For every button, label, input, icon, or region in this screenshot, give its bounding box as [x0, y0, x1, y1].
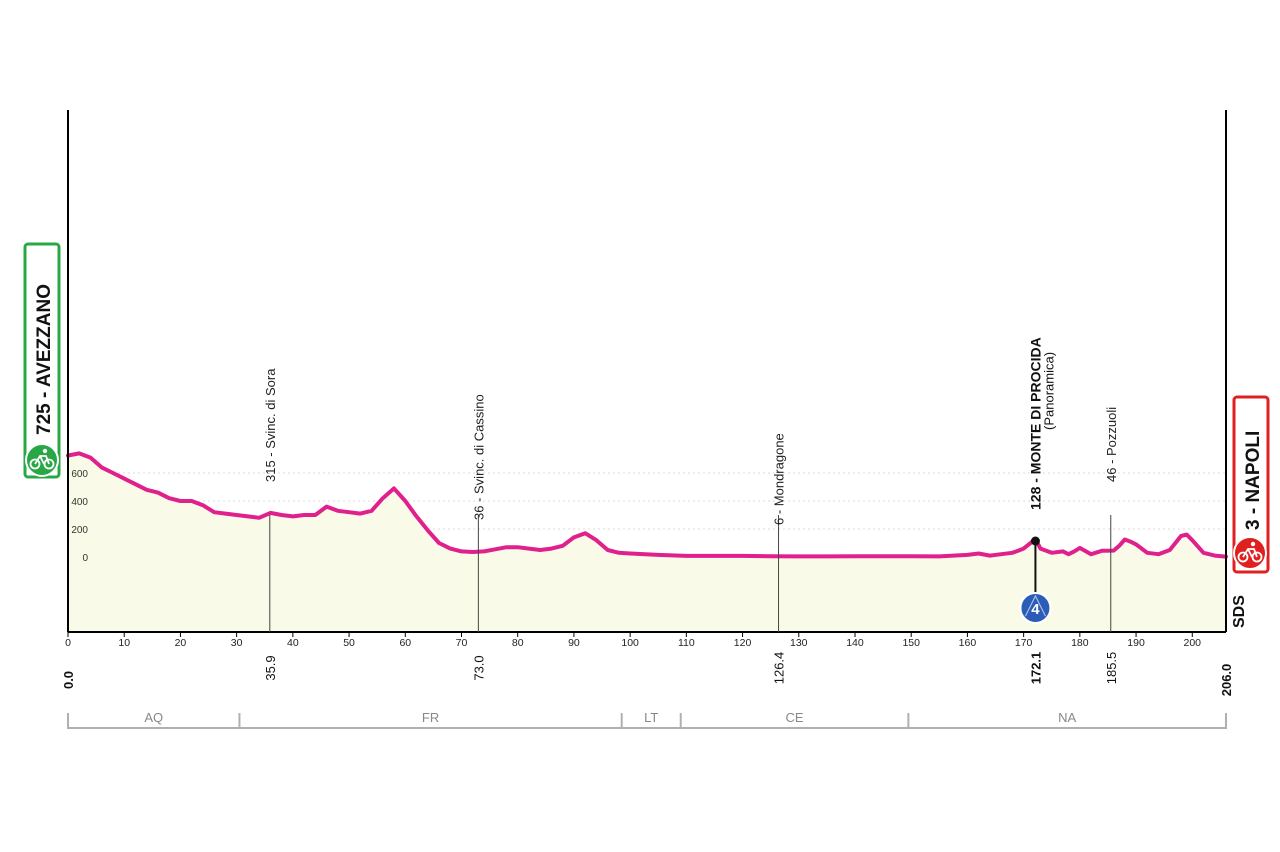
area-layer: [66, 451, 1228, 632]
province-label: LT: [644, 710, 658, 725]
province-label: NA: [1058, 710, 1076, 725]
x-tick-label: 150: [902, 637, 920, 649]
km-start-label: 0.0: [61, 671, 76, 689]
finish-bike-icon: [1233, 536, 1267, 570]
waypoint-sublabel: (Panoramica): [1041, 352, 1056, 430]
km-end-label: 206.0: [1219, 664, 1234, 697]
x-tick-label: 20: [175, 637, 187, 649]
elevation-line: [66, 451, 1228, 559]
kom-category-label: 4: [1031, 601, 1040, 618]
x-tick-label: 110: [678, 637, 695, 649]
x-tick-label: 60: [399, 637, 411, 649]
axis-layer: 0 200 400 600 0 10 20 30 40 50 60 70 80 90 100 110 120 13…: [61, 110, 1234, 696]
elevation-fill: [68, 453, 1226, 632]
kom-summit-dot: [1030, 536, 1040, 546]
kom-category-badge: [1019, 592, 1052, 624]
waypoint-km-label: 126.4: [772, 652, 787, 685]
waypoint-layer: 315 - Svinc. di Sora 35.9 36 - Svinc. di C…: [263, 337, 1119, 684]
x-tick-label: 140: [846, 637, 864, 649]
x-tick-label: 190: [1127, 637, 1145, 649]
start-label: 725 - AVEZZANO: [34, 284, 55, 435]
waypoint-km-label: 185.5: [1104, 652, 1119, 685]
waypoint-label: 315 - Svinc. di Sora: [263, 368, 278, 482]
y-tick-label: 400: [71, 497, 88, 508]
x-tick-label: 100: [621, 637, 639, 649]
x-tick-label: 50: [343, 637, 355, 649]
province-label: CE: [786, 710, 804, 725]
x-tick-label: 120: [734, 637, 752, 649]
x-tick-label: 0: [65, 637, 71, 649]
x-tick-label: 80: [512, 637, 524, 649]
waypoint-label: 36 - Svinc. di Cassino: [471, 394, 486, 520]
y-tick-label: 600: [71, 469, 88, 480]
y-tick-label: 200: [71, 525, 88, 536]
waypoint-label: 6 - Mondragone: [772, 433, 787, 525]
x-tick-label: 180: [1071, 637, 1089, 649]
province-label: AQ: [144, 710, 163, 725]
waypoint-label: 128 - MONTE DI PROCIDA: [1027, 337, 1043, 510]
waypoint-km-label: 35.9: [263, 655, 278, 680]
kom-mountain-icon: [1024, 594, 1046, 617]
brand-logo: SDS: [1231, 595, 1248, 628]
province-label: FR: [422, 710, 439, 725]
finish-badge: 3 - NAPOLI: [1232, 395, 1270, 574]
waypoint-km-label: 172.1: [1028, 652, 1043, 685]
start-badge: 725 - AVEZZANO: [23, 242, 61, 479]
x-tick-label: 160: [959, 637, 977, 649]
x-tick-label: 10: [118, 637, 130, 649]
x-tick-label: 130: [790, 637, 808, 649]
start-bike-icon: [25, 443, 59, 477]
finish-label: 3 - NAPOLI: [1243, 431, 1264, 530]
waypoint-label: 46 - Pozzuoli: [1104, 407, 1119, 482]
waypoint-km-label: 73.0: [471, 655, 486, 680]
x-tick-label: 70: [456, 637, 468, 649]
y-tick-label: 0: [82, 553, 88, 564]
x-tick-label: 90: [568, 637, 580, 649]
x-tick-label: 170: [1015, 637, 1033, 649]
x-tick-label: 200: [1184, 637, 1202, 649]
province-layer: AQ FR LT CE NA: [67, 710, 1227, 729]
x-tick-label: 40: [287, 637, 299, 649]
x-tick-label: 30: [231, 637, 243, 649]
